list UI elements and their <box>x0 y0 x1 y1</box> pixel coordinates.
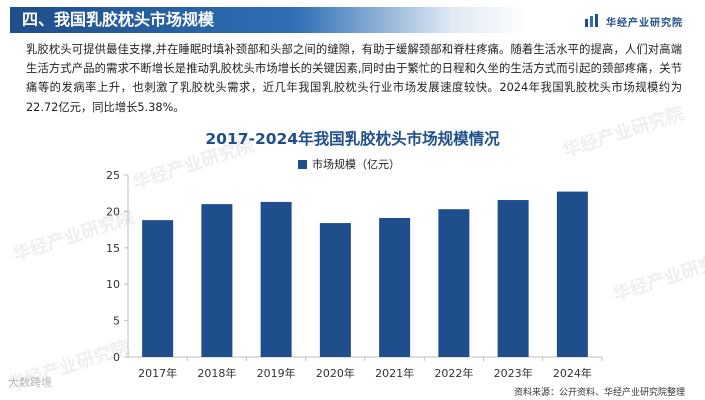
y-tick-label: 10 <box>106 278 120 291</box>
source-note: 资料来源：公开资料、华经产业研究院整理 <box>513 388 685 398</box>
chart-title: 2017-2024年我国乳胶枕头市场规模情况 <box>205 130 500 148</box>
intro-paragraph: 乳胶枕头可提供最佳支撑,并在睡眠时填补颈部和头部之间的缝隙，有助于缓解颈部和脊柱… <box>26 43 682 114</box>
x-tick-label: 2019年 <box>257 366 296 380</box>
y-tick-label: 25 <box>106 169 120 182</box>
x-tick-label: 2018年 <box>197 366 236 380</box>
bar <box>556 191 588 357</box>
corner-watermark: 大数跨境 <box>8 376 52 389</box>
bar <box>201 204 233 357</box>
x-tick-label: 2023年 <box>494 366 533 380</box>
bar <box>497 200 529 357</box>
bar <box>379 217 411 357</box>
legend-swatch <box>298 159 307 169</box>
bar <box>319 223 351 357</box>
page-header: 四、我国乳胶枕头市场规模 华经产业研究院 <box>0 4 705 34</box>
page-title: 四、我国乳胶枕头市场规模 <box>10 7 530 33</box>
x-tick-label: 2022年 <box>434 366 473 380</box>
x-tick-label: 2024年 <box>553 366 592 380</box>
x-tick-label: 2021年 <box>375 366 414 380</box>
y-tick-label: 0 <box>113 351 120 364</box>
x-tick-label: 2020年 <box>316 366 355 380</box>
brand-name: 华经产业研究院 <box>606 17 683 29</box>
bar <box>142 220 174 357</box>
brand: 华经产业研究院 <box>584 12 683 30</box>
legend-label: 市场规模（亿元） <box>312 158 400 171</box>
x-tick-label: 2017年 <box>138 366 177 380</box>
y-tick-label: 15 <box>106 242 120 255</box>
y-tick-label: 5 <box>113 315 120 328</box>
bar <box>260 201 292 357</box>
chart-legend: 市场规模（亿元） <box>298 156 400 172</box>
y-tick-label: 20 <box>106 205 120 218</box>
brand-logo-icon <box>585 14 598 27</box>
bar <box>438 209 470 357</box>
